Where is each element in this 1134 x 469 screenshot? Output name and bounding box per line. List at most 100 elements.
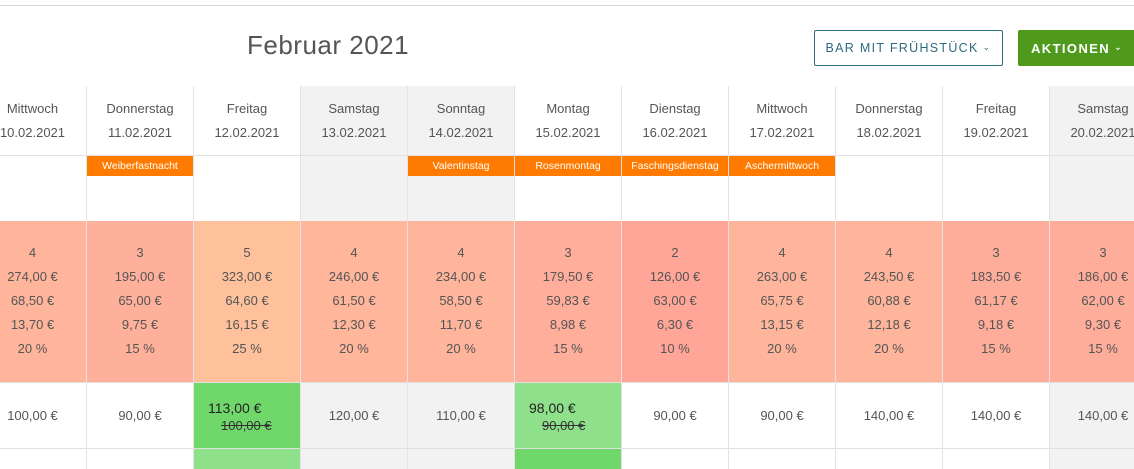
price-value: 140,00 € [970,408,1022,423]
day-header: Mittwoch 17.02.2021 [729,86,835,155]
stat-value: 15 % [1088,341,1118,356]
day-name: Donnerstag [855,101,923,116]
price-cell[interactable]: 100,00 € [0,382,86,449]
event-tag[interactable]: Valentinstag [408,156,514,176]
stat-value: 4 [778,245,786,260]
price-cell[interactable]: 140,00 € [1050,382,1134,449]
event-cell [836,155,942,221]
stat-value: 20 % [446,341,476,356]
stat-value: 195,00 € [114,269,166,284]
statistics-cell: 4 274,00 € 68,50 € 13,70 € 20 % [0,221,86,382]
rate-plan-dropdown-button[interactable]: BAR MIT FRÜHSTÜCK ⌄ [814,30,1003,66]
stat-value: 3 [992,245,1000,260]
stat-value: 246,00 € [328,269,380,284]
day-date: 18.02.2021 [856,125,922,140]
day-date: 10.02.2021 [0,125,66,140]
event-tag[interactable]: Aschermittwoch [729,156,835,176]
price-cell[interactable]: 140,00 € [943,382,1049,449]
stat-value: 15 % [125,341,155,356]
stat-value: 323,00 € [221,269,273,284]
statistics-cell: 3 179,50 € 59,83 € 8,98 € 15 % [515,221,621,382]
day-header: Samstag 13.02.2021 [301,86,407,155]
price-cell-changed[interactable]: 113,00 € 100,00 € [194,382,300,449]
event-tag[interactable]: Rosenmontag [515,156,621,176]
stat-value: 62,00 € [1081,293,1125,308]
day-column: Samstag 20.02.2021 3 186,00 € 62,00 € 9,30 … [1049,86,1134,469]
new-price: 113,00 € [208,400,262,416]
stat-value: 25 % [232,341,262,356]
stat-value: 61,50 € [332,293,376,308]
next-row-cell [943,449,1049,469]
event-cell [1050,155,1134,221]
event-cell: Rosenmontag [515,155,621,221]
day-date: 17.02.2021 [749,125,815,140]
stat-value: 65,75 € [760,293,804,308]
stat-value: 58,50 € [439,293,483,308]
statistics-cell: 2 126,00 € 63,00 € 6,30 € 10 % [622,221,728,382]
day-name: Mittwoch [6,101,59,116]
day-date: 15.02.2021 [535,125,601,140]
stat-value: 60,88 € [867,293,911,308]
day-name: Montag [546,101,590,116]
day-header: Montag 15.02.2021 [515,86,621,155]
statistics-cell: 3 195,00 € 65,00 € 9,75 € 15 % [87,221,193,382]
next-row-cell [729,449,835,469]
day-name: Samstag [328,101,380,116]
event-cell [0,155,86,221]
stat-value: 8,98 € [549,317,587,332]
new-price: 98,00 € [529,400,576,416]
next-row-cell [301,449,407,469]
stat-value: 243,50 € [863,269,915,284]
event-tag[interactable]: Faschingsdienstag [622,156,728,176]
day-header: Donnerstag 18.02.2021 [836,86,942,155]
stat-value: 3 [136,245,144,260]
day-column: Montag 15.02.2021 Rosenmontag 3 179,50 € 5… [514,86,621,469]
stat-value: 126,00 € [649,269,701,284]
day-header: Sonntag 14.02.2021 [408,86,514,155]
price-cell[interactable]: 90,00 € [87,382,193,449]
day-column: Mittwoch 10.02.2021 4 274,00 € 68,50 € 13,7… [0,86,86,469]
stat-value: 13,15 € [760,317,804,332]
day-header: Dienstag 16.02.2021 [622,86,728,155]
day-column: Donnerstag 11.02.2021 Weiberfastnacht 3 1… [86,86,193,469]
day-name: Freitag [226,101,268,116]
stat-value: 13,70 € [10,317,55,332]
day-date: 13.02.2021 [321,125,387,140]
day-header: Freitag 19.02.2021 [943,86,1049,155]
stat-value: 10 % [660,341,690,356]
next-row-cell [836,449,942,469]
day-name: Dienstag [649,101,701,116]
price-cell[interactable]: 90,00 € [622,382,728,449]
stat-value: 20 % [767,341,797,356]
stat-value: 263,00 € [756,269,808,284]
stat-value: 5 [243,245,251,260]
stat-value: 179,50 € [542,269,594,284]
stat-value: 4 [28,245,37,260]
day-date: 19.02.2021 [963,125,1029,140]
price-cell[interactable]: 110,00 € [408,382,514,449]
day-column: Mittwoch 17.02.2021 Aschermittwoch 4 263,… [728,86,835,469]
statistics-cell: 5 323,00 € 64,60 € 16,15 € 25 % [194,221,300,382]
statistics-cell: 3 186,00 € 62,00 € 9,30 € 15 % [1050,221,1134,382]
price-cell[interactable]: 120,00 € [301,382,407,449]
event-cell [301,155,407,221]
day-column: Sonntag 14.02.2021 Valentinstag 4 234,00 … [407,86,514,469]
price-cell[interactable]: 90,00 € [729,382,835,449]
price-value: 90,00 € [653,408,697,423]
actions-dropdown-button[interactable]: AKTIONEN ⌄ [1018,30,1134,66]
next-row-cell [0,449,86,469]
stat-value: 274,00 € [7,269,58,284]
event-tag[interactable]: Weiberfastnacht [87,156,193,176]
event-cell [194,155,300,221]
top-divider [0,5,1134,6]
next-row-cell [622,449,728,469]
stat-value: 64,60 € [225,293,269,308]
event-cell: Valentinstag [408,155,514,221]
price-cell[interactable]: 140,00 € [836,382,942,449]
stat-value: 12,18 € [867,317,911,332]
day-column: Samstag 13.02.2021 4 246,00 € 61,50 € 12,30… [300,86,407,469]
stat-value: 2 [671,245,679,260]
statistics-cell: 3 183,50 € 61,17 € 9,18 € 15 % [943,221,1049,382]
price-cell-changed[interactable]: 98,00 € 90,00 € [515,382,621,449]
event-cell [943,155,1049,221]
